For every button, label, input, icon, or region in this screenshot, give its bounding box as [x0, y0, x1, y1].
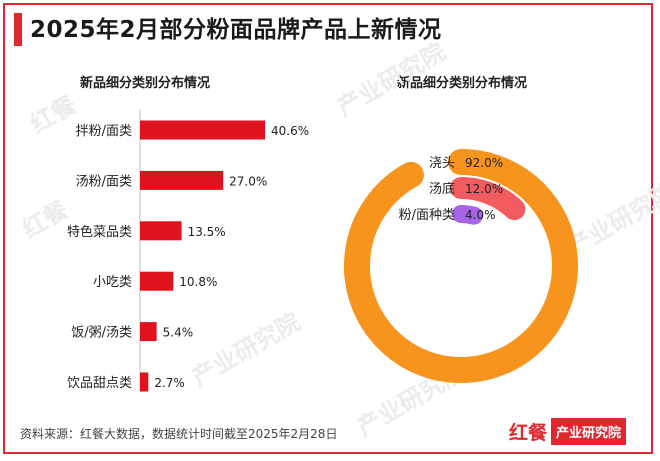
bar: [140, 322, 157, 342]
bar-category-label: 拌粉/面类: [76, 124, 132, 139]
bar-value-label: 10.8%: [179, 275, 217, 289]
bar-value-label: 27.0%: [229, 174, 267, 188]
logo-brand-text: 红餐: [509, 421, 548, 444]
page-title: 2025年2月部分粉面品牌产品上新情况: [30, 17, 442, 43]
bar: [140, 120, 265, 140]
bar-category-label: 饭/粥/汤类: [71, 325, 132, 341]
chart-frame: [3, 3, 653, 454]
bar-category-label: 饮品甜点类: [67, 375, 132, 391]
ring-value-label: 12.0%: [465, 182, 503, 196]
bar: [140, 271, 174, 291]
ring-arc: [344, 149, 578, 383]
bar-chart-title: 新品细分类别分布情况: [80, 76, 211, 91]
bar-value-label: 13.5%: [188, 225, 226, 239]
bar-category-label: 小吃类: [93, 274, 132, 290]
ring-arc: [450, 177, 526, 221]
ring-chart-title: 新品细分类别分布情况: [397, 76, 528, 91]
bar: [140, 221, 182, 241]
bar: [140, 170, 224, 190]
ring-category-label: 汤底: [429, 181, 455, 197]
ring-category-label: 浇头: [429, 156, 455, 171]
ring-value-label: 4.0%: [465, 208, 496, 222]
bar-value-label: 5.4%: [163, 326, 194, 340]
logo-box-text: 产业研究院: [551, 417, 627, 445]
ring-value-label: 92.0%: [465, 156, 503, 170]
bar-category-label: 汤粉/面类: [76, 174, 132, 189]
source-note: 资料来源：红餐大数据，数据统计时间截至2025年2月28日: [20, 427, 338, 441]
bar: [140, 372, 149, 392]
brand-logo: 红餐 产业研究院: [509, 417, 627, 445]
ring-category-label: 粉/面种类: [399, 208, 455, 223]
ring-arc: [452, 205, 483, 225]
bar-category-label: 特色菜品类: [67, 224, 132, 240]
bar-value-label: 40.6%: [271, 124, 309, 138]
bar-value-label: 2.7%: [154, 376, 185, 390]
title-accent-bar: [14, 13, 22, 46]
